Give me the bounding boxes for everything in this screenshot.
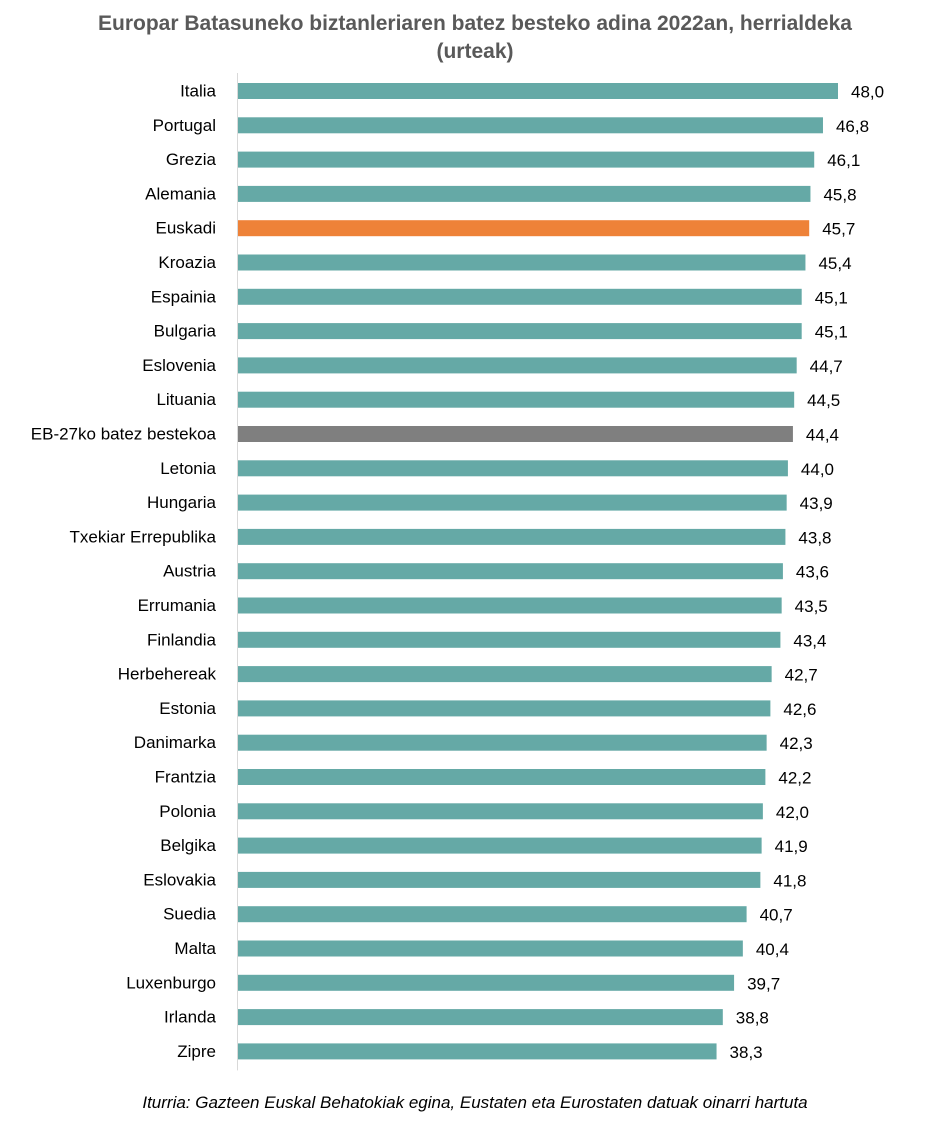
bar-grezia bbox=[238, 151, 815, 168]
bar-txekiar-errepublika bbox=[238, 528, 786, 545]
bar-polonia bbox=[238, 803, 763, 820]
value-label-eslovakia: 41,8 bbox=[773, 871, 806, 890]
value-label-letonia: 44,0 bbox=[801, 460, 834, 479]
value-label-grezia: 46,1 bbox=[827, 151, 860, 170]
chart-title-line-1: Europar Batasuneko biztanleriaren batez … bbox=[98, 12, 852, 35]
category-label-italia: Italia bbox=[180, 82, 216, 101]
category-label-eslovakia: Eslovakia bbox=[143, 870, 216, 889]
value-label-alemania: 45,8 bbox=[823, 185, 856, 204]
category-label-frantzia: Frantzia bbox=[155, 768, 217, 787]
bar-portugal bbox=[238, 117, 823, 134]
value-label-zipre: 38,3 bbox=[730, 1043, 763, 1062]
category-label-grezia: Grezia bbox=[166, 150, 217, 169]
value-label-estonia: 42,6 bbox=[783, 700, 816, 719]
value-label-eslovenia: 44,7 bbox=[810, 357, 843, 376]
value-label-portugal: 46,8 bbox=[836, 117, 869, 136]
category-label-suedia: Suedia bbox=[163, 905, 216, 924]
category-label-irlanda: Irlanda bbox=[164, 1008, 217, 1027]
value-label-hungaria: 43,9 bbox=[800, 494, 833, 513]
category-label-belgika: Belgika bbox=[160, 836, 216, 855]
bar-alemania bbox=[238, 185, 811, 202]
value-label-malta: 40,4 bbox=[756, 940, 789, 959]
bar-luxenburgo bbox=[238, 974, 735, 991]
bar-eslovakia bbox=[238, 871, 761, 888]
category-label-txekiar-errepublika: Txekiar Errepublika bbox=[70, 527, 217, 546]
bar-belgika bbox=[238, 837, 762, 854]
value-label-suedia: 40,7 bbox=[760, 906, 793, 925]
chart-title: Europar Batasuneko biztanleriaren batez … bbox=[0, 10, 950, 66]
category-label-alemania: Alemania bbox=[145, 184, 216, 203]
value-label-lituania: 44,5 bbox=[807, 391, 840, 410]
source-note: Iturria: Gazteen Euskal Behatokiak egina… bbox=[142, 1093, 808, 1112]
category-label-eslovenia: Eslovenia bbox=[142, 356, 216, 375]
category-label-eb-27ko-batez-bestekoa: EB-27ko batez bestekoa bbox=[31, 425, 217, 444]
value-label-eb-27ko-batez-bestekoa: 44,4 bbox=[806, 426, 839, 445]
category-label-lituania: Lituania bbox=[156, 390, 216, 409]
category-label-portugal: Portugal bbox=[153, 116, 216, 135]
category-label-luxenburgo: Luxenburgo bbox=[126, 973, 216, 992]
value-label-kroazia: 45,4 bbox=[818, 254, 851, 273]
value-label-belgika: 41,9 bbox=[775, 837, 808, 856]
value-label-herbehereak: 42,7 bbox=[785, 666, 818, 685]
category-label-errumania: Errumania bbox=[138, 596, 217, 615]
bar-italia bbox=[238, 83, 838, 99]
value-label-austria: 43,6 bbox=[796, 563, 829, 582]
bar-malta bbox=[238, 940, 743, 957]
category-label-zipre: Zipre bbox=[177, 1042, 216, 1061]
category-label-hungaria: Hungaria bbox=[147, 493, 217, 512]
bar-eslovenia bbox=[238, 357, 797, 374]
category-label-danimarka: Danimarka bbox=[134, 733, 217, 752]
bar-euskadi bbox=[238, 220, 810, 237]
bar-kroazia bbox=[238, 254, 806, 271]
bars-group: Italia 48,0 Portugal 46,8 Grezia 46,1 Alemania… bbox=[31, 82, 884, 1062]
bar-bulgaria bbox=[238, 323, 802, 340]
category-label-bulgaria: Bulgaria bbox=[154, 322, 217, 341]
value-label-txekiar-errepublika: 43,8 bbox=[798, 528, 831, 547]
bar-irlanda bbox=[238, 1009, 723, 1026]
bar-estonia bbox=[238, 700, 771, 717]
category-label-polonia: Polonia bbox=[159, 802, 216, 821]
value-label-danimarka: 42,3 bbox=[780, 734, 813, 753]
bar-hungaria bbox=[238, 494, 787, 511]
bar-letonia bbox=[238, 460, 788, 477]
bar-espainia bbox=[238, 288, 802, 305]
value-label-italia: 48,0 bbox=[851, 83, 884, 102]
category-label-letonia: Letonia bbox=[160, 459, 216, 478]
value-label-irlanda: 38,8 bbox=[736, 1009, 769, 1028]
category-label-kroazia: Kroazia bbox=[158, 253, 216, 272]
bar-errumania bbox=[238, 597, 782, 614]
bar-eb-27ko-batez-bestekoa bbox=[238, 426, 793, 442]
value-label-bulgaria: 45,1 bbox=[815, 323, 848, 342]
value-label-errumania: 43,5 bbox=[795, 597, 828, 616]
category-label-estonia: Estonia bbox=[159, 699, 216, 718]
bar-frantzia bbox=[238, 769, 766, 785]
category-label-malta: Malta bbox=[174, 939, 216, 958]
bar-austria bbox=[238, 563, 783, 580]
bar-zipre bbox=[238, 1043, 717, 1060]
bar-finlandia bbox=[238, 631, 781, 648]
category-label-espainia: Espainia bbox=[151, 287, 217, 306]
value-label-espainia: 45,1 bbox=[815, 288, 848, 307]
bar-danimarka bbox=[238, 734, 767, 751]
bar-herbehereak bbox=[238, 666, 772, 683]
category-label-euskadi: Euskadi bbox=[156, 219, 216, 238]
chart-title-line-2: (urteak) bbox=[436, 40, 514, 63]
category-label-finlandia: Finlandia bbox=[147, 630, 217, 649]
bar-lituania bbox=[238, 391, 795, 408]
category-label-austria: Austria bbox=[163, 562, 216, 581]
value-label-euskadi: 45,7 bbox=[822, 220, 855, 239]
value-label-finlandia: 43,4 bbox=[793, 631, 826, 650]
value-label-frantzia: 42,2 bbox=[778, 769, 811, 788]
bar-suedia bbox=[238, 906, 747, 923]
category-label-herbehereak: Herbehereak bbox=[118, 665, 217, 684]
value-label-luxenburgo: 39,7 bbox=[747, 974, 780, 993]
value-label-polonia: 42,0 bbox=[776, 803, 809, 822]
